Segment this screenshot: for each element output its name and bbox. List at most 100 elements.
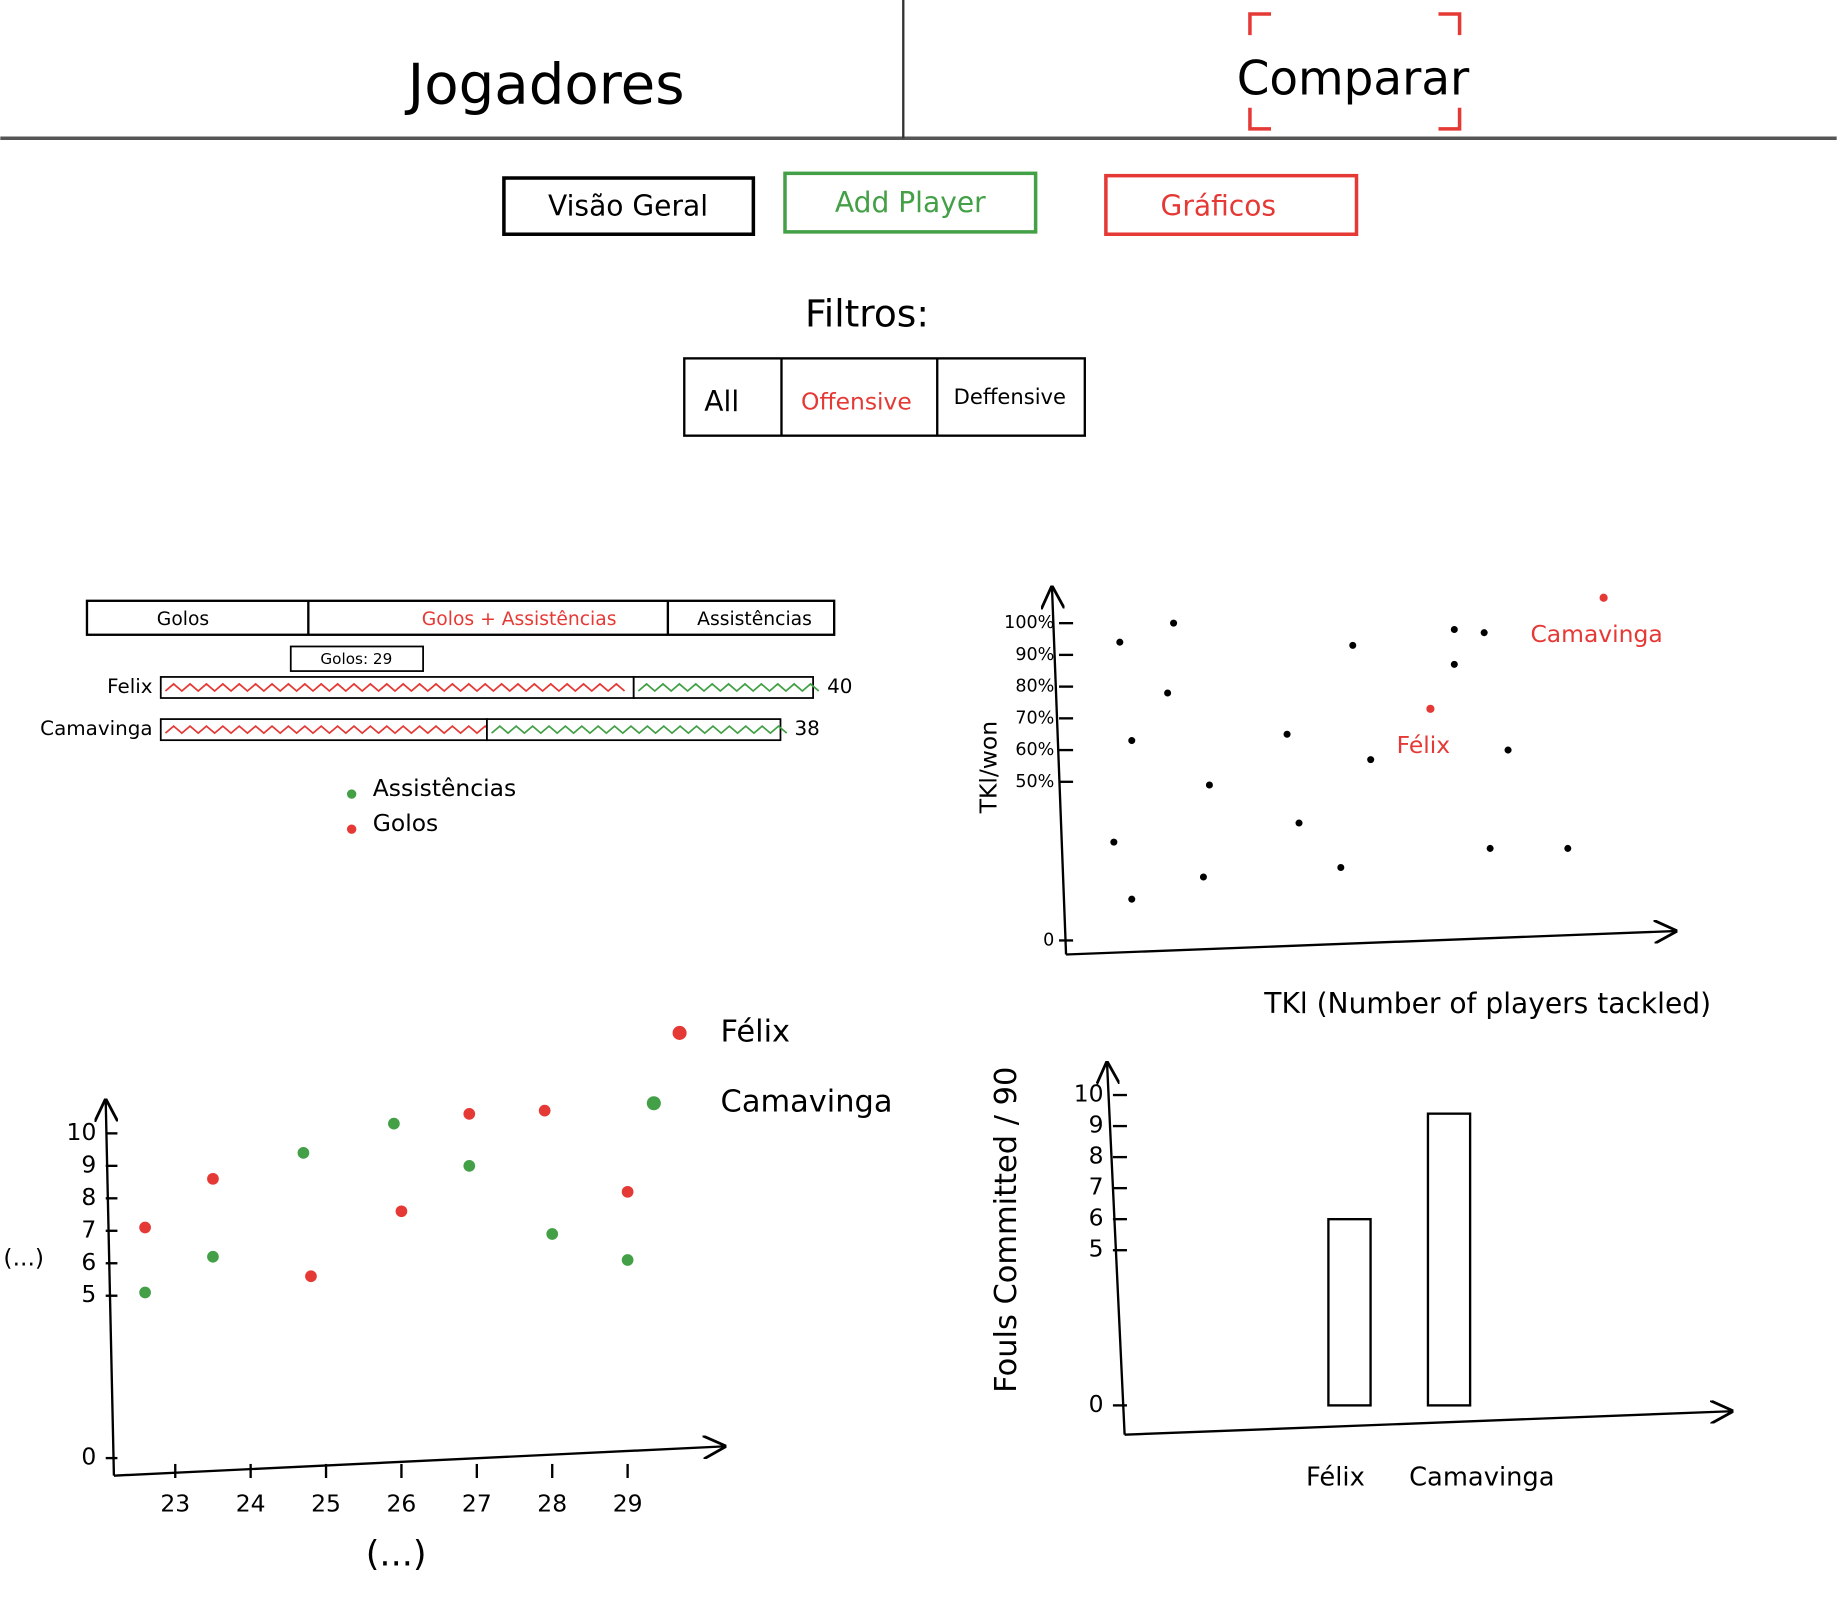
x-tick-label: 25: [311, 1489, 341, 1517]
chart-tab[interactable]: Golos + Assistências: [422, 609, 617, 630]
point: [621, 1254, 634, 1266]
filter-group: [683, 357, 1086, 437]
point: [538, 1104, 551, 1117]
y-tick-label: 90%: [1015, 645, 1054, 665]
point: [463, 1108, 476, 1120]
bar-segment: [486, 718, 782, 742]
bar-fill-scribble: [164, 682, 626, 693]
point: [546, 1228, 559, 1240]
point: [1450, 625, 1458, 634]
button[interactable]: [502, 176, 756, 236]
button-label[interactable]: Visão Geral: [548, 189, 708, 222]
y-tick-label: 0: [81, 1443, 96, 1471]
point: [463, 1159, 476, 1172]
point: [1486, 844, 1494, 852]
x-axis-label: TKl (Number of players tackled): [1263, 987, 1711, 1020]
button[interactable]: [783, 171, 1038, 234]
y-tick-label: 7: [1089, 1173, 1104, 1201]
y-axis-label: TKl/won: [974, 721, 1002, 814]
legend-label: Camavinga: [721, 1085, 893, 1120]
point: [1480, 629, 1488, 637]
highlight-point: [1426, 704, 1435, 713]
bar: [1327, 1218, 1372, 1407]
filter[interactable]: Deffensive: [954, 384, 1066, 409]
y-tick-label: 5: [81, 1280, 96, 1308]
button[interactable]: [1104, 173, 1359, 236]
highlight-point: [1599, 593, 1608, 602]
y-tick-label: 6: [81, 1248, 96, 1276]
point: [1450, 660, 1458, 668]
point: [1116, 638, 1124, 646]
bar-fill-scribble: [164, 724, 494, 735]
y-tick-label: 80%: [1015, 677, 1054, 697]
point: [139, 1286, 151, 1299]
active-tab-marker: [1248, 12, 1462, 131]
row-label: Camavinga: [40, 717, 152, 740]
point: [207, 1250, 219, 1263]
y-tick-label: 5: [1089, 1235, 1104, 1263]
legend-dot: [346, 824, 357, 834]
tooltip-text: Golos: 29: [320, 650, 392, 668]
point: [1283, 730, 1291, 738]
point: [388, 1117, 400, 1130]
point: [1164, 689, 1172, 697]
x-tick-label: 24: [236, 1489, 266, 1517]
point: [1205, 781, 1213, 789]
bar-fill-scribble: [491, 724, 788, 735]
point: [1504, 746, 1512, 754]
y-tick-label: 50%: [1015, 772, 1054, 792]
point-label: Félix: [1397, 731, 1451, 759]
y-tick-label: 9: [81, 1150, 96, 1178]
legend-dot: [672, 1025, 687, 1040]
y-tick-label: 10: [1074, 1080, 1104, 1108]
y-tick-label: 100%: [1004, 613, 1054, 633]
legend-label: Félix: [721, 1014, 791, 1049]
y-tick-label: 10: [67, 1118, 97, 1146]
y-tick-label: 60%: [1015, 740, 1054, 760]
row-label: Felix: [107, 675, 153, 698]
point: [1564, 844, 1572, 852]
filter[interactable]: All: [704, 385, 739, 418]
tab[interactable]: Jogadores: [405, 52, 685, 117]
y-axis: [1052, 588, 1068, 955]
button-label[interactable]: Add Player: [835, 186, 986, 219]
x-tick-label: 27: [462, 1489, 492, 1517]
x-tick-label: 29: [613, 1489, 643, 1517]
total-label: 38: [795, 717, 820, 740]
chart-tab[interactable]: Assistências: [697, 609, 812, 630]
point: [1128, 737, 1136, 745]
chart-tab[interactable]: Golos: [157, 609, 209, 630]
bar-fill-scribble: [637, 682, 820, 693]
button-label[interactable]: Gráficos: [1161, 189, 1277, 222]
x-axis-label: (...): [366, 1533, 427, 1574]
y-tick-label: 6: [1089, 1204, 1104, 1232]
tab[interactable]: Comparar: [1237, 52, 1470, 106]
tooltip: [289, 645, 424, 672]
y-tick-label: 8: [81, 1183, 96, 1211]
point: [1349, 641, 1357, 649]
y-tick-label: 0: [1089, 1390, 1104, 1418]
x-tick-label: Félix: [1306, 1463, 1365, 1493]
point: [1170, 619, 1178, 627]
filters-label: Filtros:: [805, 292, 929, 336]
point: [1295, 819, 1303, 827]
point: [1367, 756, 1375, 764]
y-tick-label: 9: [1089, 1111, 1104, 1139]
x-axis: [1124, 1411, 1732, 1436]
legend-dot: [346, 789, 357, 799]
x-axis: [1066, 931, 1675, 956]
y-tick-label: 7: [81, 1215, 96, 1243]
point: [207, 1172, 219, 1185]
point: [305, 1270, 317, 1283]
legend-label: Assistências: [373, 774, 516, 802]
bar: [1426, 1112, 1472, 1407]
filter[interactable]: Offensive: [801, 387, 912, 415]
y-tick-label: 70%: [1015, 708, 1054, 728]
point: [1128, 895, 1136, 903]
y-tick-label: 8: [1089, 1142, 1104, 1170]
point: [621, 1185, 634, 1198]
x-tick-label: 23: [160, 1489, 190, 1517]
x-tick-label: 28: [537, 1489, 567, 1517]
x-tick-label: Camavinga: [1409, 1463, 1554, 1493]
point: [139, 1221, 151, 1234]
